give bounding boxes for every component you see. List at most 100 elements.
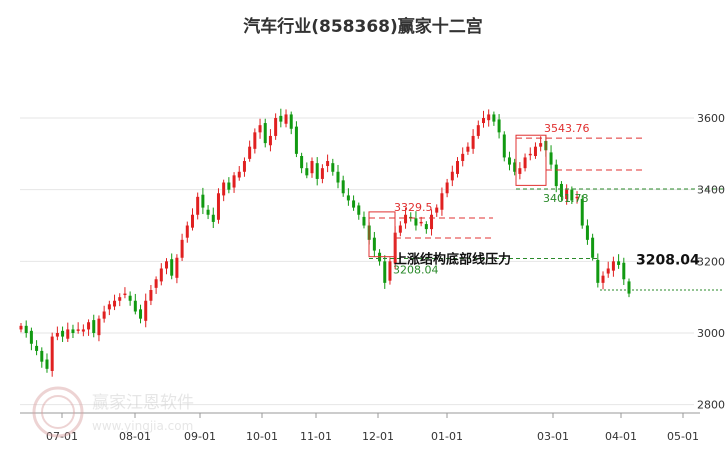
candle-body <box>518 168 522 174</box>
candle-body <box>165 261 169 269</box>
candle-body <box>533 146 537 156</box>
candle-body <box>320 168 324 179</box>
svg-text:赢家江恩软件: 赢家江恩软件 <box>92 393 194 413</box>
candle-body <box>383 261 387 283</box>
candle-body <box>424 224 428 230</box>
candle-body <box>180 239 184 258</box>
candle-body <box>102 311 106 319</box>
candle-body <box>559 183 563 197</box>
y-tick-label: 3600 <box>697 112 725 125</box>
candle-body <box>40 350 44 362</box>
candle-body <box>211 214 215 222</box>
candle-body <box>492 114 496 122</box>
candle-body <box>133 300 137 312</box>
candle-body <box>128 295 132 301</box>
x-tick-label: 12-01 <box>362 430 394 443</box>
candle-body <box>294 126 298 154</box>
candle-body <box>61 330 65 337</box>
candle-body <box>170 259 174 276</box>
grid-lines <box>20 117 694 406</box>
candle-body <box>253 132 257 149</box>
y-axis: 2800 3000 3200 3400 3600 <box>697 112 725 412</box>
x-axis: 07-01 08-01 09-01 10-01 11-01 12-01 01-01 03-01… <box>20 412 700 443</box>
candle-body <box>611 261 615 271</box>
candle-body <box>222 182 226 196</box>
candle-body <box>523 157 527 169</box>
candle-body <box>175 257 179 278</box>
x-tick-label: 03-01 <box>537 430 569 443</box>
x-tick-label: 04-01 <box>605 430 637 443</box>
candle-body <box>237 171 241 178</box>
watermark-logo: 赢家江恩软件 www.yingjia.com <box>32 386 194 438</box>
x-tick-label: 07-01 <box>46 430 78 443</box>
candle-body <box>206 209 210 215</box>
candle-body <box>71 329 75 333</box>
candle-body <box>497 119 501 133</box>
candle-body <box>398 225 402 233</box>
pressure-annotation: 上涨结构底部线压力 <box>394 251 511 267</box>
candle-body <box>450 171 454 181</box>
candle-body <box>430 214 434 230</box>
y-tick-label: 2800 <box>697 399 725 412</box>
candle-body <box>315 163 319 179</box>
candle-body <box>372 237 376 251</box>
candle-body <box>346 195 350 201</box>
candle-body <box>227 182 231 190</box>
candle-body <box>201 194 205 208</box>
x-tick-label: 11-01 <box>300 430 332 443</box>
zone-box <box>515 134 547 186</box>
pressure-value-label: 3208.04 <box>636 252 700 268</box>
candle-body <box>575 196 579 199</box>
candle-body <box>461 153 465 162</box>
candle-body <box>414 218 418 226</box>
candle-body <box>331 163 335 172</box>
y-tick-label: 3200 <box>697 255 725 268</box>
candle-body <box>35 345 39 351</box>
candle-body <box>341 180 345 194</box>
candle-body <box>92 320 96 333</box>
candle-body <box>481 118 485 124</box>
level-label: 3329.5 <box>394 201 433 214</box>
candle-body <box>513 162 517 172</box>
candle-body <box>149 290 153 301</box>
candle-body <box>326 161 330 167</box>
y-tick-label: 3000 <box>697 327 725 340</box>
candle-body <box>352 200 356 208</box>
level-label: 3543.76 <box>544 122 590 135</box>
x-tick-label: 01-01 <box>431 430 463 443</box>
candle-body <box>476 125 480 136</box>
candle-body <box>549 152 553 165</box>
candle-body <box>45 359 49 369</box>
candle-body <box>107 304 111 310</box>
candle-body <box>144 300 148 321</box>
x-tick-label: 10-01 <box>246 430 278 443</box>
candle-body <box>310 161 314 174</box>
candle-body <box>440 193 444 210</box>
candle-body <box>419 221 423 224</box>
candle-body <box>580 198 584 226</box>
candle-body <box>585 225 589 240</box>
candle-body <box>190 214 194 228</box>
candle-body <box>76 329 80 331</box>
candle-body <box>336 171 340 183</box>
candle-body <box>24 325 28 333</box>
candle-body <box>66 329 70 339</box>
candle-body <box>362 216 366 226</box>
candle-body <box>565 189 569 199</box>
candle-body <box>591 237 595 258</box>
candles <box>19 108 631 377</box>
candle-body <box>248 146 252 159</box>
candle-body <box>185 225 189 238</box>
candle-body <box>471 135 475 149</box>
candle-body <box>507 157 511 165</box>
x-tick-label: 05-01 <box>667 430 699 443</box>
candle-body <box>50 336 54 371</box>
candle-body <box>19 325 23 330</box>
candle-body <box>242 161 246 172</box>
candle-body <box>570 189 574 201</box>
candle-body <box>404 214 408 224</box>
candle-body <box>232 175 236 188</box>
candle-body <box>435 207 439 213</box>
